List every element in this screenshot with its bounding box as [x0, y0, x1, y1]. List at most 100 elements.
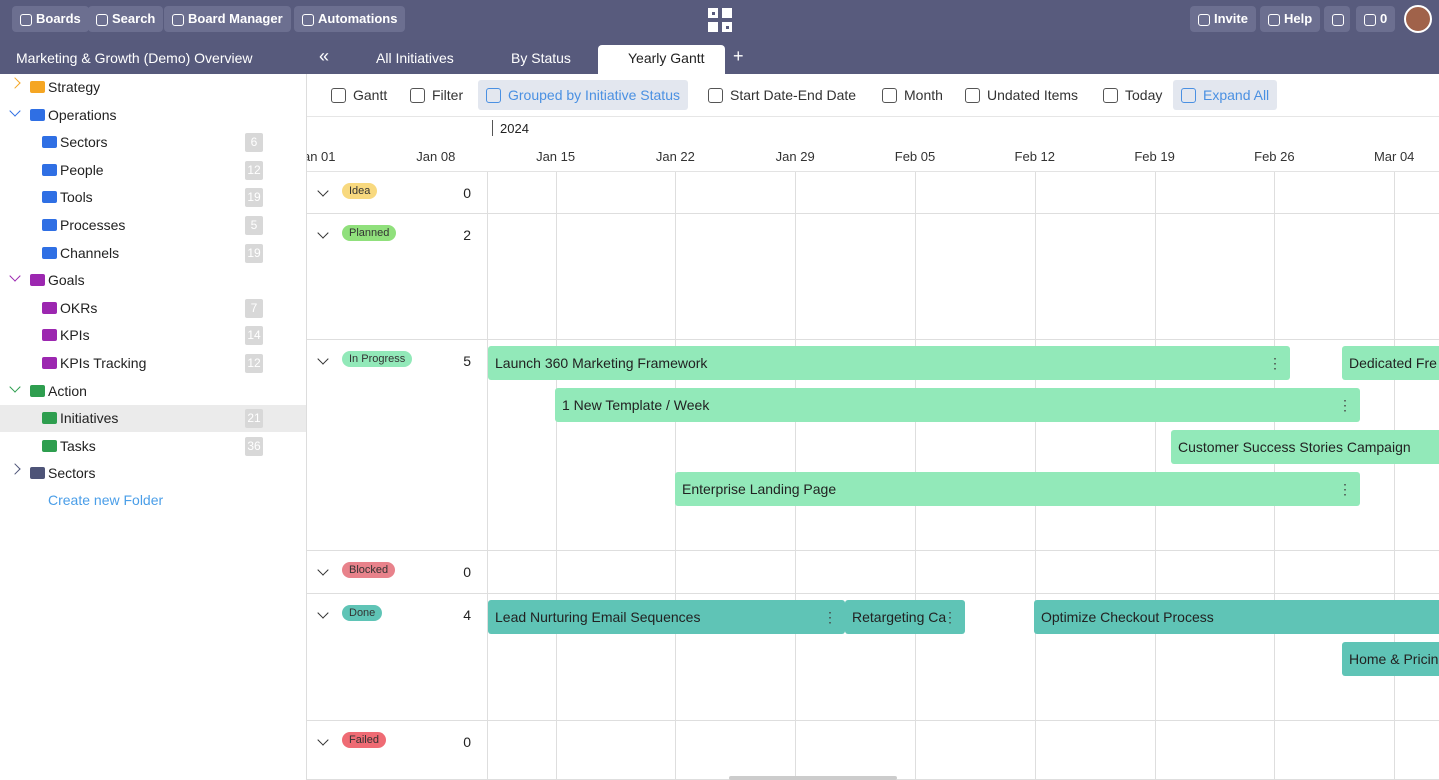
bar-label: Launch 360 Marketing Framework: [495, 355, 708, 371]
group-divider: [307, 213, 1439, 214]
tab[interactable]: All Initiatives: [352, 40, 454, 74]
logo: [708, 8, 732, 32]
item-label: Operations: [48, 106, 117, 123]
folder-icon: [30, 384, 45, 397]
toolbar-item[interactable]: Today: [1095, 80, 1170, 110]
top-button[interactable]: Automations: [294, 6, 406, 32]
group-chevron[interactable]: [317, 734, 329, 746]
sidebar-item[interactable]: KPIs Tracking 12: [0, 350, 306, 377]
top-button[interactable]: Board Manager: [164, 6, 291, 32]
sidebar-item[interactable]: Tasks 36: [0, 433, 306, 460]
bar-menu[interactable]: ⋮: [823, 609, 837, 625]
gantt-bar[interactable]: 1 New Template / Week ⋮: [555, 388, 1360, 422]
item-count: 36: [245, 436, 263, 456]
bar-label: Optimize Checkout Process: [1041, 609, 1214, 625]
add-tab[interactable]: +: [733, 46, 744, 66]
toolbar-item[interactable]: Start Date-End Date: [700, 80, 864, 110]
grid-line: [555, 172, 557, 780]
toolbar-item[interactable]: Filter: [402, 80, 471, 110]
bar-menu[interactable]: ⋮: [1338, 481, 1352, 497]
group-chevron[interactable]: [317, 607, 329, 619]
sidebar-item[interactable]: Operations: [0, 102, 306, 129]
group-chevron[interactable]: [317, 185, 329, 197]
group-chevron[interactable]: [317, 227, 329, 239]
sidebar-item[interactable]: Initiatives 21: [0, 405, 306, 433]
sidebar-item[interactable]: Strategy: [0, 74, 306, 101]
gantt-bar[interactable]: Launch 360 Marketing Framework ⋮: [488, 346, 1290, 380]
group-count: 5: [463, 353, 471, 369]
notifications[interactable]: 0: [1356, 6, 1396, 32]
sidebar-item[interactable]: Channels 19: [0, 240, 306, 267]
collapse-button[interactable]: «: [319, 46, 330, 66]
date-label: Feb 26: [1254, 149, 1295, 164]
folder-icon: [42, 357, 57, 369]
gantt-bar[interactable]: Lead Nurturing Email Sequences ⋮: [488, 600, 845, 634]
date-label: Jan 22: [655, 149, 695, 164]
status-pill[interactable]: Failed: [342, 732, 386, 748]
sidebar-item[interactable]: People 12: [0, 157, 306, 184]
bar-menu[interactable]: ⋮: [943, 609, 957, 625]
help-button[interactable]: Help: [1260, 6, 1321, 32]
board-title: Marketing & Growth (Demo) Overview: [16, 50, 253, 66]
folder-icon: [42, 301, 57, 314]
sidebar-item[interactable]: OKRs 7: [0, 295, 306, 322]
item-label: Strategy: [48, 79, 101, 95]
grid-line: [1394, 172, 1396, 780]
sidebar-item[interactable]: Goals: [0, 267, 306, 294]
sidebar-item[interactable]: Sectors: [0, 460, 306, 487]
gantt-bar[interactable]: Dedicated Fre: [1342, 346, 1439, 380]
top-button[interactable]: Search: [88, 6, 164, 32]
invite-button[interactable]: Invite: [1190, 6, 1256, 32]
bar-menu[interactable]: ⋮: [1338, 397, 1352, 413]
status-pill[interactable]: In Progress: [342, 351, 413, 367]
tab[interactable]: Yearly Gantt: [598, 45, 725, 74]
group-chevron[interactable]: [317, 353, 329, 365]
item-count: 12: [245, 160, 263, 180]
create-folder[interactable]: Create new Folder: [48, 492, 164, 508]
toolbar: Gantt Filter Grouped by Initiative Status S…: [307, 74, 1439, 117]
bar-label: Dedicated Fre: [1349, 355, 1437, 371]
group-chevron[interactable]: [317, 564, 329, 576]
group-divider: [307, 339, 1439, 340]
group-count: 4: [463, 607, 471, 623]
sidebar-item[interactable]: Action: [0, 378, 306, 405]
year-label: 2024: [500, 121, 529, 136]
toolbar-item[interactable]: Grouped by Initiative Status: [478, 80, 688, 110]
gantt-bar[interactable]: Enterprise Landing Page ⋮: [675, 472, 1360, 506]
item-label: Action: [48, 382, 87, 399]
toolbar-item[interactable]: Expand All: [1173, 80, 1278, 110]
avatar[interactable]: [1404, 5, 1432, 33]
item-label: Tasks: [60, 437, 96, 454]
gantt-bar[interactable]: Retargeting Ca ⋮: [845, 600, 965, 634]
tab[interactable]: By Status: [487, 40, 571, 74]
group-divider: [307, 720, 1439, 721]
folder-icon: [42, 163, 57, 176]
date-label: Feb 05: [894, 149, 936, 164]
item-count: 21: [245, 409, 263, 429]
status-pill[interactable]: Planned: [342, 225, 397, 241]
sidebar-item[interactable]: Processes 5: [0, 212, 306, 239]
sidebar-item[interactable]: Sectors 6: [0, 129, 306, 156]
group-count: 0: [463, 564, 471, 580]
year-divider: [492, 120, 493, 136]
bar-label: Retargeting Ca: [852, 609, 947, 625]
gantt-bar[interactable]: Home & Pricin: [1342, 642, 1439, 676]
toolbar-item[interactable]: Gantt: [323, 80, 395, 110]
sidebar-item[interactable]: Tools 19: [0, 184, 306, 211]
gantt-bar[interactable]: Customer Success Stories Campaign: [1171, 430, 1439, 464]
toolbar-item[interactable]: Undated Items: [957, 80, 1086, 110]
chat-button[interactable]: [1324, 6, 1350, 32]
gantt-bar[interactable]: Optimize Checkout Process: [1034, 600, 1439, 634]
bar-label: 1 New Template / Week: [562, 397, 710, 413]
top-button[interactable]: Boards: [12, 6, 89, 32]
toolbar-item[interactable]: Month: [874, 80, 951, 110]
item-count: 19: [245, 243, 263, 263]
status-pill[interactable]: Done: [342, 605, 383, 621]
status-pill[interactable]: Idea: [342, 183, 378, 199]
top-bar: Invite Help 0 Boards Search Board Manager A…: [0, 0, 1439, 40]
bar-menu[interactable]: ⋮: [1268, 355, 1282, 371]
status-pill[interactable]: Blocked: [342, 562, 396, 578]
sidebar-item[interactable]: KPIs 14: [0, 322, 306, 349]
